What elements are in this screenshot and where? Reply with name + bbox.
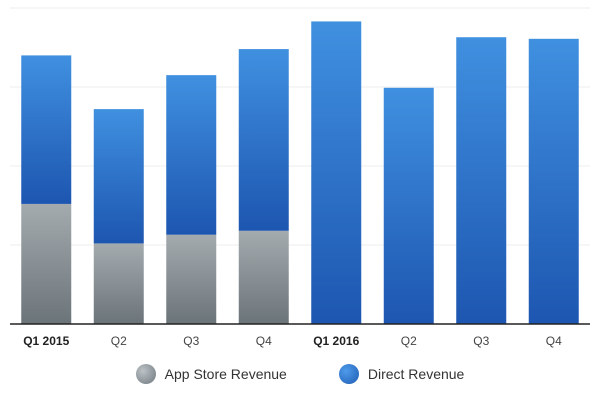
legend-label-direct: Direct Revenue <box>367 366 465 382</box>
x-tick-label: Q1 2015 <box>23 334 69 348</box>
x-tick-label: Q3 <box>473 334 489 348</box>
x-tick-label: Q2 <box>401 334 417 348</box>
bars <box>21 21 579 325</box>
x-tick-label: Q4 <box>256 334 272 348</box>
legend-swatch-app-store <box>135 364 156 384</box>
legend-item-app-store[interactable]: App Store Revenue <box>135 364 287 384</box>
stacked-bar-chart: Q1 2015 Q2 Q3 Q4 Q1 2016 Q2 Q3 Q4 <box>10 7 590 348</box>
legend-swatch-direct <box>338 364 359 384</box>
bar-app-store[interactable] <box>21 203 72 324</box>
x-tick-labels: Q1 2015 Q2 Q3 Q4 Q1 2016 Q2 Q3 Q4 <box>23 334 562 348</box>
bar-direct[interactable] <box>456 37 507 324</box>
legend-item-direct[interactable]: Direct Revenue <box>338 364 465 384</box>
bar-direct[interactable] <box>166 75 217 235</box>
bar-direct[interactable] <box>238 49 289 231</box>
x-tick-label: Q4 <box>546 334 562 348</box>
x-tick-label: Q3 <box>183 334 199 348</box>
bar-direct[interactable] <box>93 109 144 244</box>
x-tick-label: Q2 <box>111 334 127 348</box>
bar-direct[interactable] <box>311 21 362 325</box>
bar-app-store[interactable] <box>166 234 217 324</box>
bar-direct[interactable] <box>383 87 434 324</box>
bar-app-store[interactable] <box>238 230 289 324</box>
bar-direct[interactable] <box>21 55 72 204</box>
legend: App Store Revenue Direct Revenue <box>0 364 600 384</box>
x-tick-label: Q1 2016 <box>313 334 359 348</box>
bar-direct[interactable] <box>528 38 579 325</box>
legend-label-app-store: App Store Revenue <box>164 366 287 382</box>
bar-app-store[interactable] <box>93 243 144 324</box>
